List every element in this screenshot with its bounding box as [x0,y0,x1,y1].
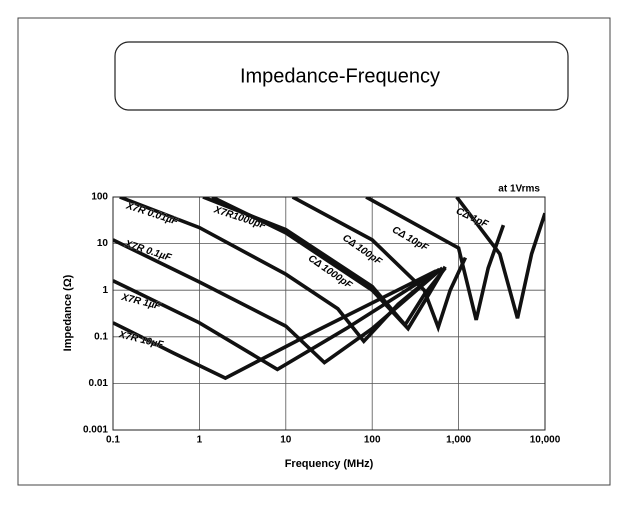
curve-label: X7R 0.1µF [122,238,173,264]
curve-label: CΔ 1pF [454,206,490,231]
curve-label: CΔ 100pF [340,233,384,268]
annotation: at 1Vrms [498,184,540,195]
impedance-curve [113,269,438,381]
impedance-curve [455,197,545,319]
curve-label: X7R1000pF [212,204,268,232]
y-tick-label: 10 [97,238,109,249]
chart-title: Impedance-Frequency [240,65,440,87]
x-tick-label: 1,000 [446,435,471,446]
curve-label: X7R 0.01µF [124,200,180,228]
y-axis-label: Impedance (Ω) [62,274,74,351]
y-tick-label: 1 [102,285,108,296]
impedance-curve [291,197,468,333]
x-tick-label: 10 [280,435,292,446]
impedance-curve [365,197,506,321]
x-tick-label: 100 [364,435,381,446]
y-tick-label: 0.001 [83,425,108,436]
x-tick-label: 1 [197,435,203,446]
x-axis-label: Frequency (MHz) [285,458,374,470]
y-tick-label: 0.1 [94,331,108,342]
y-tick-label: 100 [91,192,108,203]
x-tick-label: 0.1 [106,435,120,446]
y-tick-label: 0.01 [89,378,109,389]
curve-label: X7R 10µF [117,329,165,351]
impedance-curve [113,238,444,365]
frame [17,17,611,486]
impedance-curve [211,197,447,332]
title-box [114,41,569,111]
x-tick-label: 10,000 [530,435,561,446]
impedance-curve [113,267,441,372]
plot-area [112,196,546,431]
